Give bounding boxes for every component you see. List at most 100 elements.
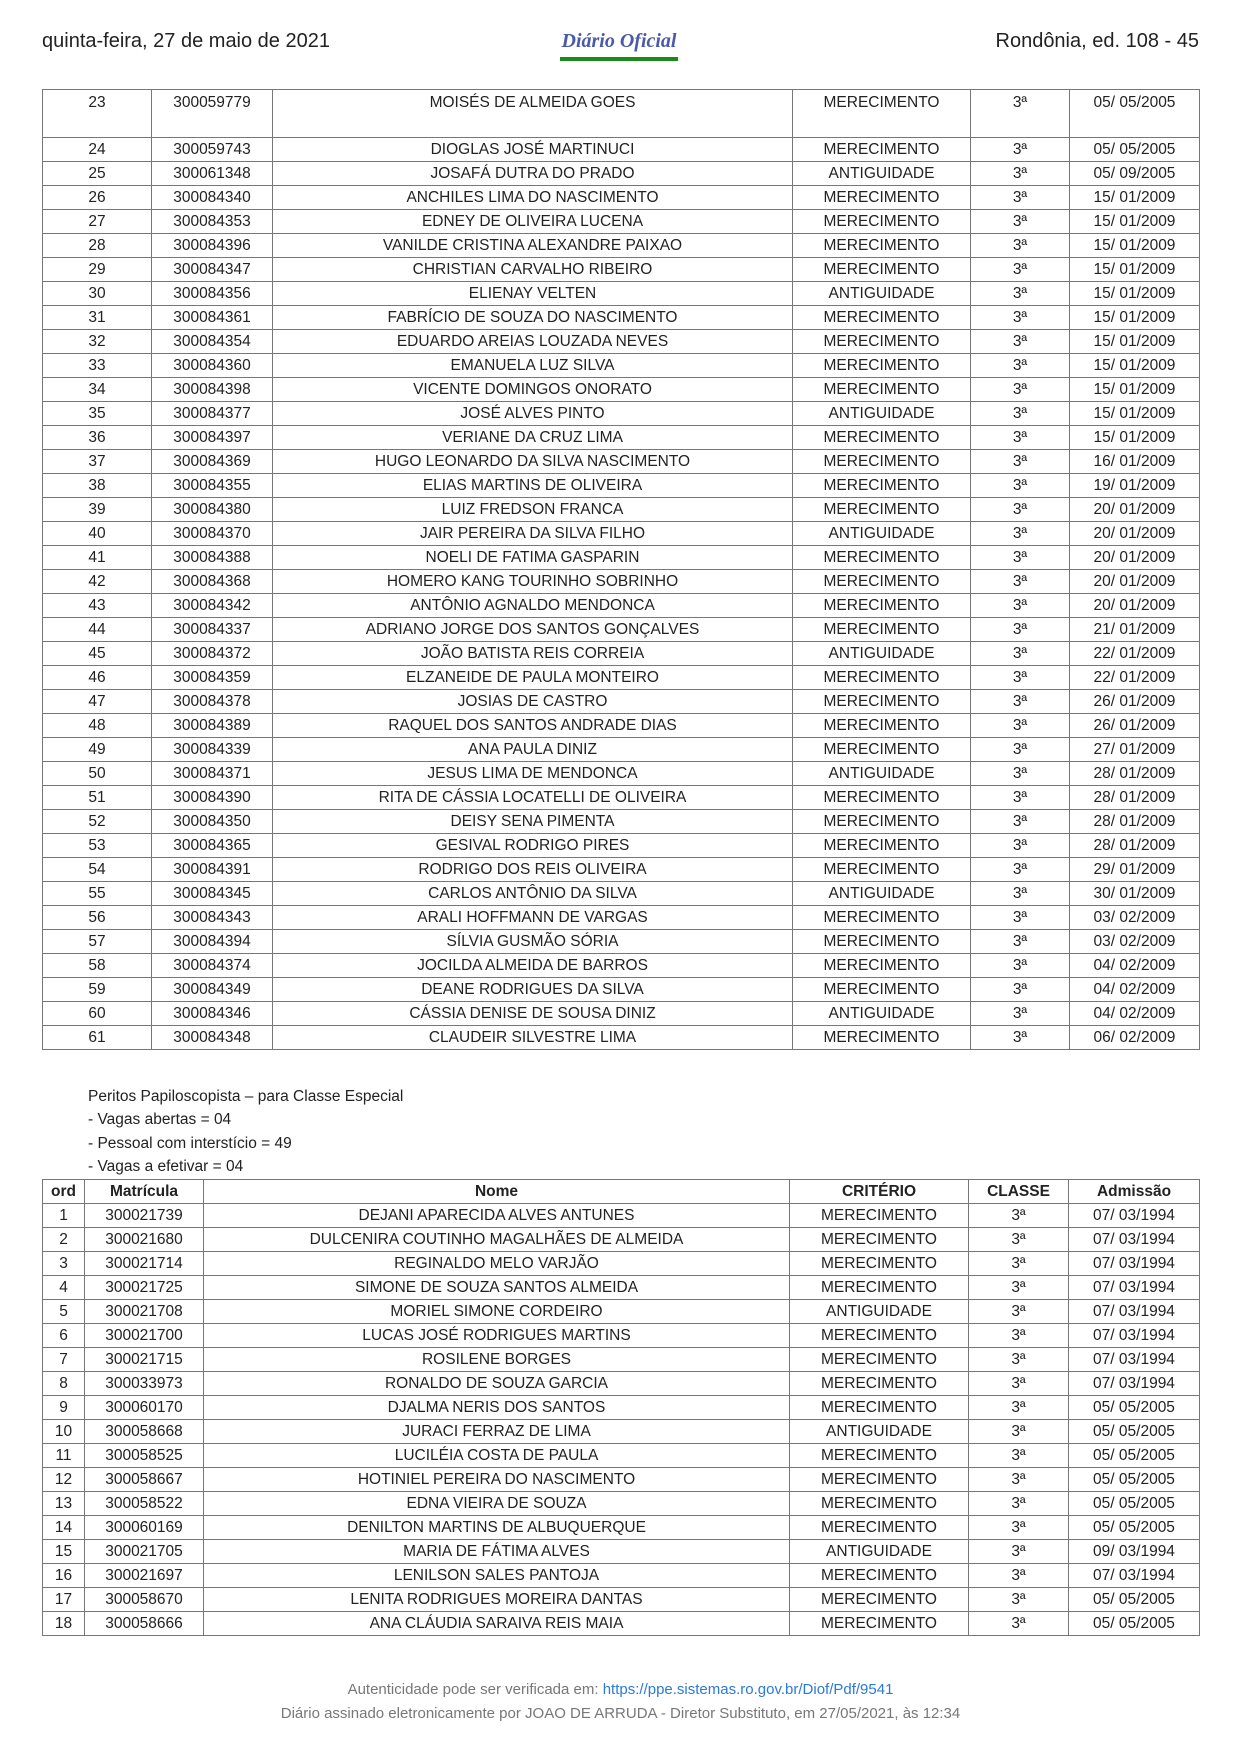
table-row: 23 300059779 MOISÉS DE ALMEIDA GOES MERECIM…: [42, 89, 1200, 138]
col-header-matricula: Matrícula: [84, 1179, 204, 1204]
table-row: 10 300058668 JURACI FERRAZ DE LIMA ANTIGUID…: [42, 1419, 1200, 1444]
cell-ord: 7: [42, 1347, 85, 1372]
table-row: 5 300021708 MORIEL SIMONE CORDEIRO ANTIGUID…: [42, 1299, 1200, 1324]
cell-criterio: ANTIGUIDADE: [789, 1539, 969, 1564]
cell-classe: 3ª: [970, 521, 1070, 546]
cell-admissao: 20/ 01/2009: [1069, 569, 1200, 594]
cell-matricula: 300084365: [151, 833, 273, 858]
table-row: 1 300021739 DEJANI APARECIDA ALVES ANTUNES…: [42, 1203, 1200, 1228]
cell-admissao: 05/ 05/2005: [1069, 137, 1200, 162]
cell-criterio: MERECIMENTO: [792, 209, 971, 234]
cell-criterio: MERECIMENTO: [792, 977, 971, 1002]
cell-matricula: 300084369: [151, 449, 273, 474]
cell-ord: 12: [42, 1467, 85, 1492]
cell-matricula: 300058666: [84, 1611, 204, 1636]
cell-criterio: MERECIMENTO: [792, 785, 971, 810]
cell-criterio: MERECIMENTO: [792, 185, 971, 210]
cell-classe: 3ª: [970, 569, 1070, 594]
diario-oficial-logo: Diário Oficial: [561, 30, 677, 52]
cell-classe: 3ª: [968, 1467, 1069, 1492]
cell-nome: DEISY SENA PIMENTA: [272, 809, 793, 834]
cell-ord: 9: [42, 1395, 85, 1420]
cell-nome: GESIVAL RODRIGO PIRES: [272, 833, 793, 858]
cell-matricula: 300060170: [84, 1395, 204, 1420]
cell-criterio: ANTIGUIDADE: [789, 1299, 969, 1324]
cell-ord: 10: [42, 1419, 85, 1444]
table-row: 25 300061348 JOSAFÁ DUTRA DO PRADO ANTIGUID…: [42, 161, 1200, 186]
cell-nome: LENILSON SALES PANTOJA: [203, 1563, 790, 1588]
cell-matricula: 300059779: [151, 89, 273, 138]
cell-matricula: 300084343: [151, 905, 273, 930]
cell-admissao: 15/ 01/2009: [1069, 377, 1200, 402]
cell-matricula: 300084355: [151, 473, 273, 498]
cell-ord: 14: [42, 1515, 85, 1540]
cell-ord: 15: [42, 1539, 85, 1564]
cell-matricula: 300084396: [151, 233, 273, 258]
cell-ord: 36: [42, 425, 152, 450]
table-row: 11 300058525 LUCILÉIA COSTA DE PAULA MERECI…: [42, 1443, 1200, 1468]
cell-nome: DEJANI APARECIDA ALVES ANTUNES: [203, 1203, 790, 1228]
cell-admissao: 05/ 05/2005: [1068, 1467, 1200, 1492]
cell-criterio: MERECIMENTO: [792, 137, 971, 162]
cell-ord: 8: [42, 1371, 85, 1396]
cell-nome: ARALI HOFFMANN DE VARGAS: [272, 905, 793, 930]
table-row: 24 300059743 DIOGLAS JOSÉ MARTINUCI MERECIM…: [42, 137, 1200, 162]
cell-classe: 3ª: [968, 1611, 1069, 1636]
cell-classe: 3ª: [970, 761, 1070, 786]
cell-matricula: 300084377: [151, 401, 273, 426]
cell-classe: 3ª: [970, 665, 1070, 690]
cell-nome: JOSAFÁ DUTRA DO PRADO: [272, 161, 793, 186]
cell-classe: 3ª: [970, 689, 1070, 714]
table-row: 27 300084353 EDNEY DE OLIVEIRA LUCENA MEREC…: [42, 209, 1200, 234]
table-row: 60 300084346 CÁSSIA DENISE DE SOUSA DINIZ A…: [42, 1001, 1200, 1026]
cell-nome: ELIENAY VELTEN: [272, 281, 793, 306]
cell-ord: 61: [42, 1025, 152, 1050]
cell-classe: 3ª: [970, 305, 1070, 330]
cell-classe: 3ª: [968, 1539, 1069, 1564]
cell-admissao: 07/ 03/1994: [1068, 1323, 1200, 1348]
cell-nome: JURACI FERRAZ DE LIMA: [203, 1419, 790, 1444]
cell-nome: HOTINIEL PEREIRA DO NASCIMENTO: [203, 1467, 790, 1492]
cell-admissao: 15/ 01/2009: [1069, 353, 1200, 378]
cell-criterio: MERECIMENTO: [792, 473, 971, 498]
table-continuation: 23 300059779 MOISÉS DE ALMEIDA GOES MERECIM…: [42, 89, 1200, 1050]
cell-ord: 34: [42, 377, 152, 402]
cell-criterio: ANTIGUIDADE: [792, 761, 971, 786]
cell-admissao: 16/ 01/2009: [1069, 449, 1200, 474]
cell-ord: 37: [42, 449, 152, 474]
cell-admissao: 07/ 03/1994: [1068, 1347, 1200, 1372]
table-row: 45 300084372 JOÃO BATISTA REIS CORREIA ANTI…: [42, 641, 1200, 666]
cell-nome: VERIANE DA CRUZ LIMA: [272, 425, 793, 450]
cell-ord: 60: [42, 1001, 152, 1026]
cell-classe: 3ª: [970, 593, 1070, 618]
table-classe-especial: ord Matrícula Nome CRITÉRIO CLASSE Admis…: [42, 1179, 1200, 1636]
cell-admissao: 04/ 02/2009: [1069, 1001, 1200, 1026]
cell-ord: 46: [42, 665, 152, 690]
cell-matricula: 300084397: [151, 425, 273, 450]
cell-admissao: 19/ 01/2009: [1069, 473, 1200, 498]
cell-matricula: 300021705: [84, 1539, 204, 1564]
cell-classe: 3ª: [970, 881, 1070, 906]
cell-criterio: MERECIMENTO: [789, 1467, 969, 1492]
cell-classe: 3ª: [970, 161, 1070, 186]
cell-criterio: MERECIMENTO: [789, 1443, 969, 1468]
cell-criterio: ANTIGUIDADE: [792, 881, 971, 906]
cell-nome: EMANUELA LUZ SILVA: [272, 353, 793, 378]
cell-matricula: 300084340: [151, 185, 273, 210]
cell-classe: 3ª: [970, 209, 1070, 234]
cell-admissao: 15/ 01/2009: [1069, 257, 1200, 282]
footer-auth-link[interactable]: https://ppe.sistemas.ro.gov.br/Diof/Pdf/…: [602, 1681, 894, 1698]
cell-ord: 49: [42, 737, 152, 762]
cell-admissao: 05/ 05/2005: [1068, 1395, 1200, 1420]
cell-admissao: 15/ 01/2009: [1069, 281, 1200, 306]
cell-admissao: 15/ 01/2009: [1069, 425, 1200, 450]
table-row: 3 300021714 REGINALDO MELO VARJÃO MERECIMEN…: [42, 1251, 1200, 1276]
cell-matricula: 300084353: [151, 209, 273, 234]
table-row: 53 300084365 GESIVAL RODRIGO PIRES MERECIME…: [42, 833, 1200, 858]
cell-nome: HOMERO KANG TOURINHO SOBRINHO: [272, 569, 793, 594]
cell-nome: VANILDE CRISTINA ALEXANDRE PAIXAO: [272, 233, 793, 258]
cell-admissao: 03/ 02/2009: [1069, 929, 1200, 954]
cell-ord: 45: [42, 641, 152, 666]
cell-admissao: 26/ 01/2009: [1069, 689, 1200, 714]
cell-classe: 3ª: [970, 89, 1070, 138]
